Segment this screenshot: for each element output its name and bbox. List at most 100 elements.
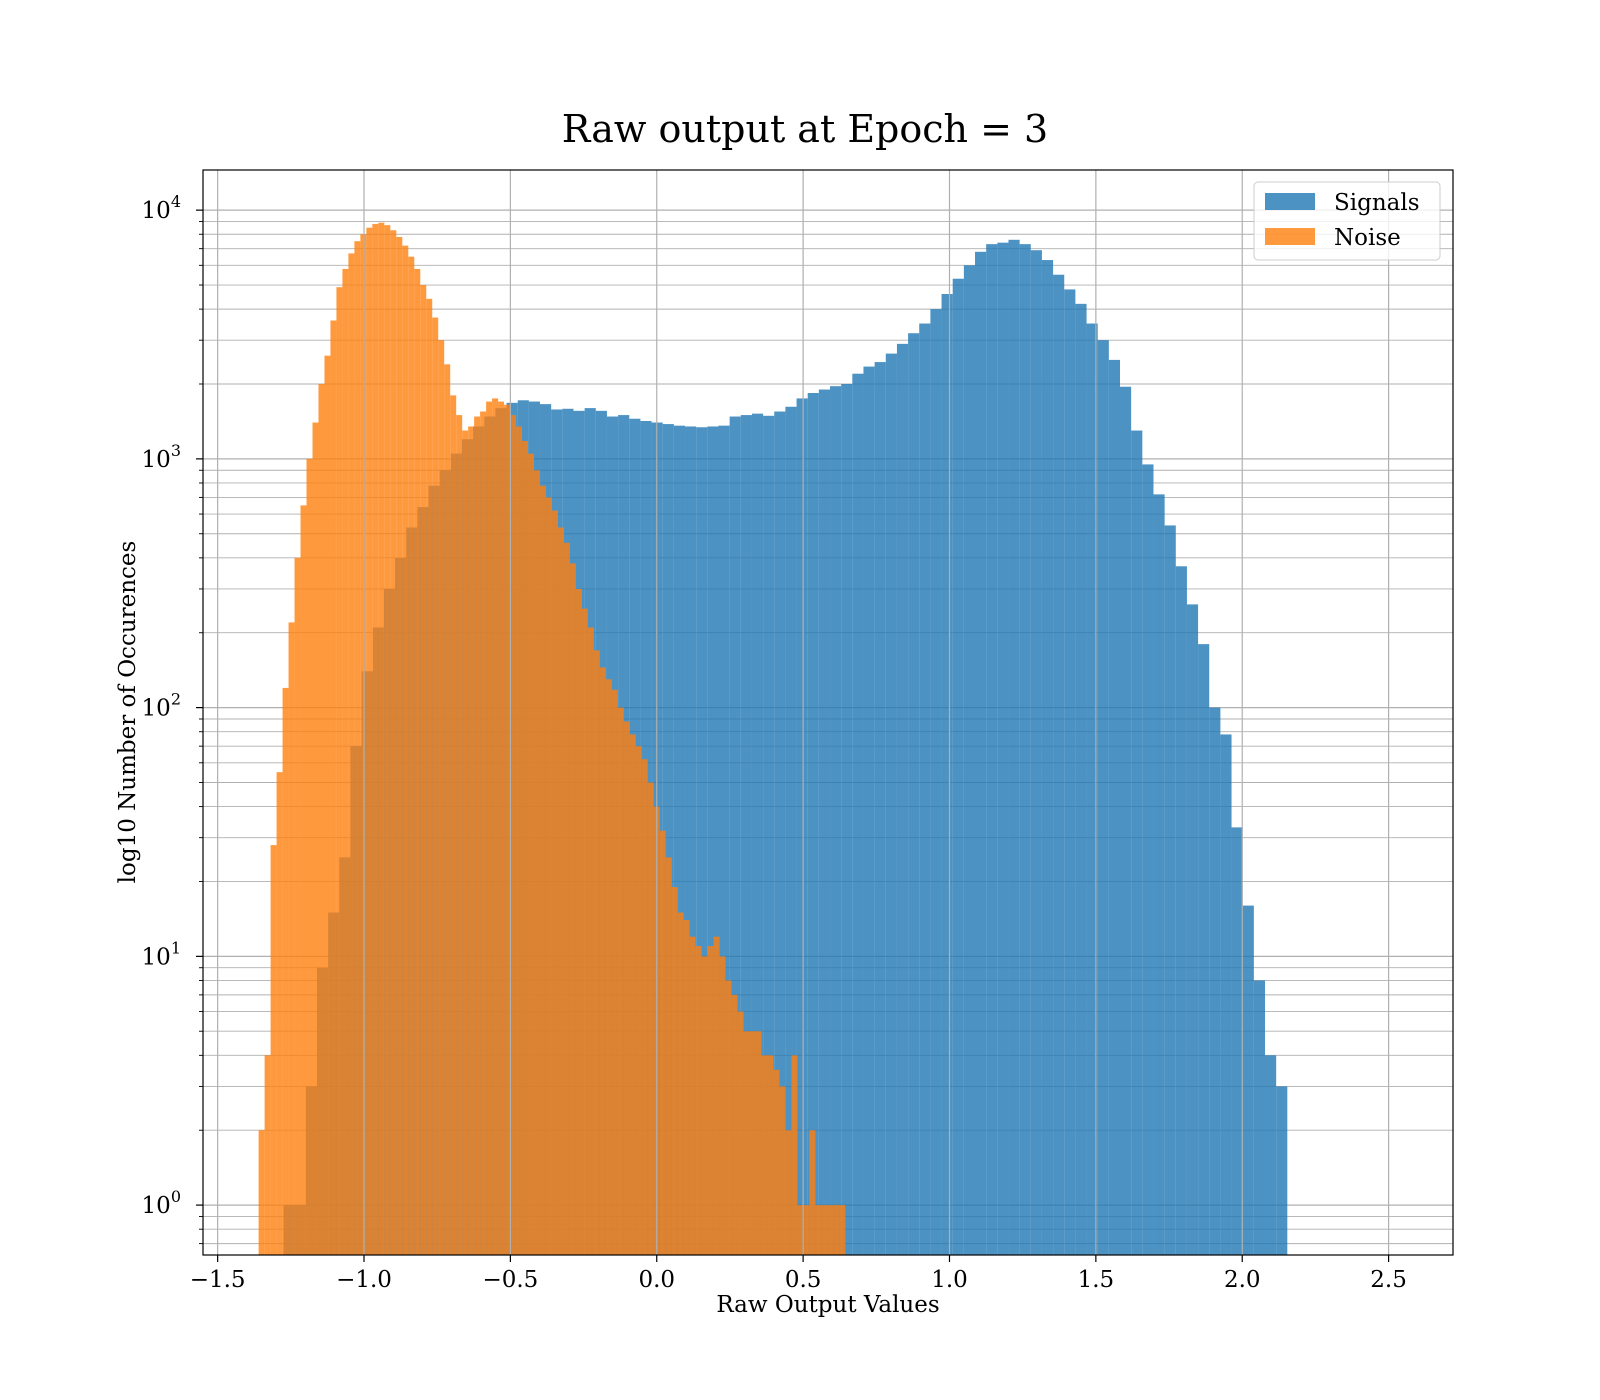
bar-signals xyxy=(1030,250,1042,1256)
bar-noise xyxy=(575,588,582,1255)
bar-noise xyxy=(414,268,421,1255)
bar-noise xyxy=(348,253,355,1255)
bar-signals xyxy=(852,373,864,1255)
bar-noise xyxy=(623,721,630,1255)
bar-signals xyxy=(1041,260,1054,1255)
bar-signals xyxy=(975,251,987,1255)
bar-noise xyxy=(456,415,463,1255)
y-tick-label: 104 xyxy=(142,192,181,224)
bar-noise xyxy=(276,772,283,1255)
bar-noise xyxy=(354,241,361,1256)
x-tick-label: 0.0 xyxy=(638,1267,675,1293)
bar-noise xyxy=(647,782,654,1255)
bar-noise xyxy=(360,234,367,1256)
bar-noise xyxy=(324,355,331,1255)
bar-noise xyxy=(510,415,517,1255)
bar-noise xyxy=(671,887,678,1255)
bar-noise xyxy=(372,223,379,1256)
bar-signals xyxy=(885,353,897,1255)
x-tick-label: 2.0 xyxy=(1224,1267,1261,1293)
y-tick-label: 101 xyxy=(142,938,181,970)
bar-signals xyxy=(1108,359,1121,1256)
bar-noise xyxy=(617,707,624,1255)
bar-noise xyxy=(444,364,451,1256)
bar-noise xyxy=(815,1205,822,1255)
bar-signals xyxy=(1186,604,1199,1255)
x-axis-ticks: −1.5 −1.0 −0.5 0.0 0.5 1.0 1.5 2.0 2.5 xyxy=(190,1255,1407,1293)
y-axis-label: log10 Number of Occurences xyxy=(115,541,141,884)
bar-signals xyxy=(673,425,686,1256)
bar-noise xyxy=(522,440,529,1255)
bar-noise xyxy=(462,430,469,1256)
bar-noise xyxy=(426,298,433,1256)
bar-signals xyxy=(807,393,819,1255)
chart-title: Raw output at Epoch = 3 xyxy=(562,107,1048,151)
bar-noise xyxy=(599,667,606,1255)
bar-noise xyxy=(725,980,732,1255)
bar-signals xyxy=(1019,244,1031,1255)
bar-signals xyxy=(1242,905,1254,1255)
bar-signals xyxy=(1253,980,1266,1255)
bar-signals xyxy=(1153,494,1165,1256)
bar-signals xyxy=(785,406,797,1255)
x-tick-label: 0.5 xyxy=(785,1267,822,1293)
bar-signals xyxy=(1120,386,1132,1255)
bar-noise xyxy=(569,563,576,1255)
bar-signals xyxy=(1175,566,1187,1255)
bar-noise xyxy=(288,622,295,1255)
x-axis-label: Raw Output Values xyxy=(716,1292,939,1318)
histogram-bars xyxy=(258,222,1288,1256)
bar-signals xyxy=(707,426,719,1255)
bar-signals xyxy=(841,383,853,1255)
bar-noise xyxy=(839,1205,846,1255)
bar-signals xyxy=(1008,239,1020,1255)
bar-noise xyxy=(480,411,487,1255)
bar-noise xyxy=(390,230,397,1255)
bar-noise xyxy=(270,845,277,1255)
bar-signals xyxy=(1276,1086,1288,1255)
bar-signals xyxy=(1142,464,1154,1255)
bar-noise xyxy=(635,746,642,1255)
bar-signals xyxy=(1164,525,1176,1255)
bar-noise xyxy=(707,946,714,1255)
bar-signals xyxy=(696,427,708,1255)
bar-signals xyxy=(908,333,920,1255)
bar-noise xyxy=(432,317,439,1255)
bar-noise xyxy=(468,426,475,1255)
bar-noise xyxy=(557,527,564,1255)
bar-noise xyxy=(719,956,726,1255)
bar-noise xyxy=(396,236,403,1256)
bar-noise xyxy=(300,505,307,1256)
bar-signals xyxy=(997,242,1009,1255)
bar-noise xyxy=(773,1069,780,1255)
legend-swatch-signals xyxy=(1265,193,1315,210)
bar-noise xyxy=(402,245,409,1255)
bar-noise xyxy=(833,1205,840,1255)
bar-noise xyxy=(761,1055,768,1255)
bar-signals xyxy=(729,416,741,1255)
bar-noise xyxy=(528,453,535,1256)
bar-noise xyxy=(258,1130,265,1255)
bar-noise xyxy=(731,994,738,1255)
bar-noise xyxy=(581,608,588,1255)
bar-noise xyxy=(629,734,636,1255)
bar-noise xyxy=(504,404,511,1255)
bar-signals xyxy=(874,362,886,1255)
bar-noise xyxy=(677,912,684,1255)
bar-signals xyxy=(863,366,875,1255)
bar-noise xyxy=(336,287,343,1256)
bar-signals xyxy=(1086,323,1098,1256)
bar-noise xyxy=(743,1031,750,1255)
bar-noise xyxy=(695,946,702,1255)
bar-noise xyxy=(821,1205,828,1255)
bar-noise xyxy=(797,1205,804,1255)
bar-noise xyxy=(593,650,600,1255)
bar-noise xyxy=(545,497,552,1255)
bar-signals xyxy=(685,426,697,1255)
bar-noise xyxy=(737,1011,744,1255)
bar-signals xyxy=(740,415,752,1255)
legend-label-noise: Noise xyxy=(1334,225,1401,251)
x-tick-label: 1.5 xyxy=(1078,1267,1115,1293)
plot-frame xyxy=(202,169,1454,1256)
